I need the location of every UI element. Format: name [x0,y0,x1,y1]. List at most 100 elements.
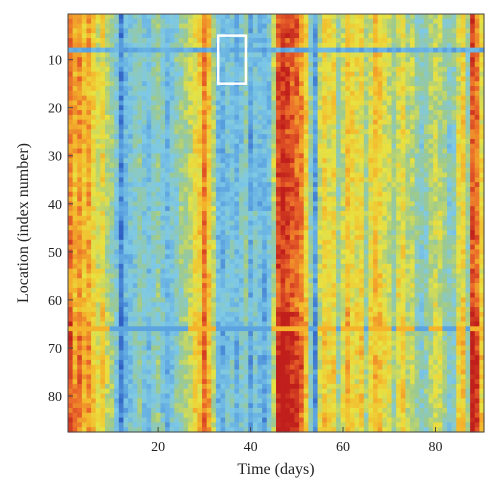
heatmap-cell [132,143,138,150]
heatmap-cell [276,186,282,193]
heatmap-cell [312,134,319,140]
heatmap-cell [317,129,323,135]
heatmap-cell [137,153,143,159]
heatmap-cell [239,42,245,49]
heatmap-cell [160,412,166,419]
heatmap-cell [72,47,78,54]
heatmap-cell [160,95,166,102]
heatmap-cell [178,28,185,34]
heatmap-cell [151,230,157,236]
heatmap-cell [68,220,74,226]
heatmap-cell [95,225,101,231]
heatmap-cell [317,167,323,174]
heatmap-cell [100,263,106,270]
heatmap-cell [202,86,208,92]
heatmap-cell [239,62,245,68]
heatmap-cell [128,393,134,399]
heatmap-cell [308,38,314,44]
heatmap-cell [151,297,157,303]
heatmap-cell [239,249,245,255]
heatmap-cell [276,340,282,347]
heatmap-cell [225,350,231,356]
heatmap-cell [192,28,199,34]
heatmap-cell [206,110,212,116]
heatmap-cell [188,62,194,68]
heatmap-cell [215,182,222,188]
heatmap-cell [308,235,314,241]
heatmap-cell [114,148,120,154]
heatmap-cell [317,100,323,106]
heatmap-cell [160,191,166,198]
heatmap-cell [114,230,120,236]
heatmap-cell [289,100,296,106]
heatmap-cell [77,417,83,423]
heatmap-cell [257,278,263,284]
heatmap-cell [308,345,314,351]
heatmap-cell [308,412,314,419]
heatmap-cell [271,57,277,63]
heatmap-cell [308,307,314,313]
heatmap-cell [114,119,120,126]
heatmap-cell [252,225,259,231]
heatmap-cell [123,244,129,251]
heatmap-cell [192,326,199,332]
heatmap-cell [174,196,180,202]
heatmap-cell [299,14,305,20]
heatmap-cell [234,158,240,164]
heatmap-cell [81,110,88,116]
heatmap-cell [248,307,254,313]
heatmap-cell [100,143,106,150]
heatmap-cell [285,42,291,49]
heatmap-cell [77,403,83,409]
heatmap-cell [285,172,291,178]
heatmap-cell [109,379,115,385]
heatmap-cell [202,186,208,193]
heatmap-cell [160,297,166,303]
heatmap-cell [95,230,101,236]
heatmap-cell [91,268,97,275]
heatmap-cell [248,393,254,399]
heatmap-cell [91,215,97,222]
heatmap-cell [86,230,92,236]
heatmap-cell [322,297,328,303]
heatmap-cell [118,119,125,126]
heatmap-cell [141,182,148,188]
heatmap-cell [234,254,240,260]
heatmap-cell [91,33,97,39]
heatmap-cell [91,235,97,241]
heatmap-cell [285,273,291,279]
heatmap-cell [243,297,249,303]
heatmap-cell [229,263,235,270]
heatmap-cell [123,81,129,87]
heatmap-cell [234,292,240,299]
heatmap-cell [248,28,254,34]
heatmap-cell [169,302,175,308]
heatmap-cell [95,86,101,92]
heatmap-cell [100,230,106,236]
heatmap-cell [100,119,106,126]
heatmap-cell [229,129,235,135]
heatmap-cell [188,297,194,303]
heatmap-cell [128,172,134,178]
heatmap-cell [326,105,333,111]
heatmap-cell [202,379,208,385]
heatmap-cell [280,129,286,135]
heatmap-cell [132,364,138,371]
heatmap-cell [104,134,111,140]
heatmap-cell [95,210,101,217]
heatmap-cell [202,172,208,178]
heatmap-cell [183,18,189,25]
heatmap-cell [294,177,300,183]
heatmap-cell [202,302,208,308]
heatmap-cell [104,359,111,366]
heatmap-cell [174,235,180,241]
heatmap-cell [262,345,268,351]
heatmap-cell [77,345,83,351]
heatmap-cell [299,316,305,323]
heatmap-cell [81,153,88,159]
heatmap-cell [317,340,323,347]
heatmap-cell [192,292,199,299]
heatmap-cell [132,331,138,337]
heatmap-cell [271,215,277,222]
heatmap-cell [271,417,277,423]
